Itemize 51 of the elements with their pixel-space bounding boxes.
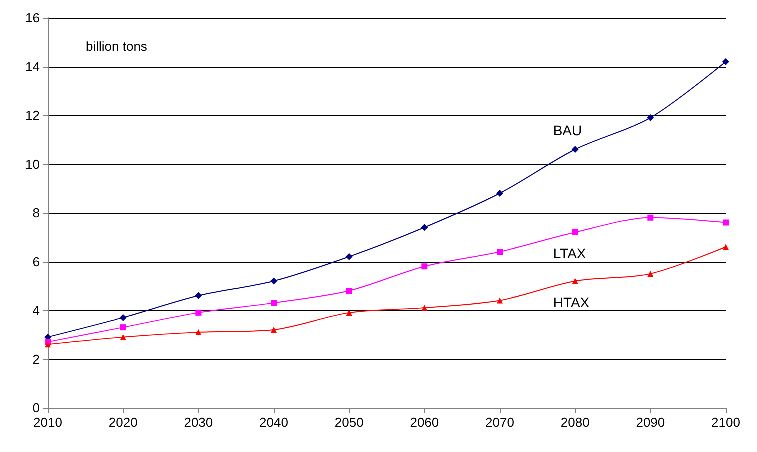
x-tick-label: 2080	[560, 415, 590, 430]
point	[270, 278, 278, 285]
x-tick-label: 2030	[184, 415, 214, 430]
point	[497, 298, 503, 304]
point	[196, 310, 202, 316]
point	[422, 264, 428, 270]
point	[723, 244, 729, 250]
y-tick-label: 10	[26, 156, 40, 172]
point	[421, 224, 428, 232]
point	[572, 146, 579, 154]
point	[271, 300, 277, 306]
y-tick-label: 8	[32, 206, 40, 220]
point	[572, 230, 578, 236]
x-tick-label: 2070	[486, 415, 514, 430]
point	[196, 329, 202, 336]
x-tick-label: 2090	[636, 415, 666, 430]
point	[722, 58, 730, 66]
series-label: BAU	[553, 122, 582, 139]
x-tick-label: 2010	[34, 415, 62, 430]
point	[120, 334, 126, 340]
y-tick-label: 2	[32, 352, 40, 367]
point	[648, 214, 654, 221]
point	[647, 114, 654, 122]
x-tick-label: 2050	[334, 415, 364, 430]
point	[120, 324, 126, 331]
point	[422, 305, 428, 312]
point	[45, 342, 51, 348]
y-tick-label: 14	[26, 59, 40, 74]
x-tick-label: 2060	[410, 415, 440, 430]
y-tick-label: 0	[32, 400, 40, 416]
series-label: LTAX	[553, 246, 587, 262]
series-label: HTAX	[553, 294, 590, 310]
y-tick-label: 6	[32, 254, 40, 270]
x-tick-label: 2100	[712, 415, 740, 430]
x-tick-label: 2020	[108, 415, 138, 430]
point	[195, 292, 202, 300]
point	[120, 314, 127, 322]
point	[648, 270, 654, 277]
y-tick-label: 4	[32, 303, 40, 318]
y-tick-label: 12	[26, 108, 40, 123]
point	[723, 220, 729, 226]
point	[271, 327, 277, 333]
point	[497, 249, 503, 255]
point	[346, 253, 353, 260]
point	[496, 190, 504, 197]
y-axis-title: billion tons	[86, 39, 148, 54]
y-tick-label: 16	[26, 10, 40, 26]
x-tick-label: 2040	[260, 415, 288, 430]
point	[346, 310, 352, 316]
point	[572, 278, 578, 284]
point	[346, 288, 352, 294]
